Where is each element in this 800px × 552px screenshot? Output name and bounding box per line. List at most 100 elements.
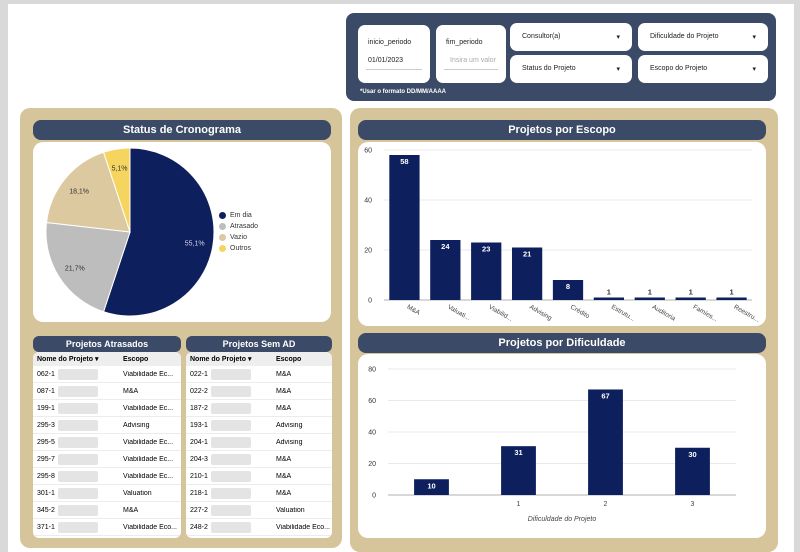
escopo-cell: Viabilidade Ec... [123, 472, 174, 480]
legend-dot-icon [219, 245, 226, 252]
escopo-cell: M&A [276, 387, 292, 395]
pie-slice-atrasado[interactable] [45, 221, 131, 313]
pie-slice-em-dia[interactable] [102, 147, 215, 317]
table-row[interactable]: 371-1 Viabilidade Eco... [33, 519, 181, 536]
column-header-nome[interactable]: Nome do Projeto ▾ [190, 356, 252, 363]
bar[interactable] [593, 297, 625, 301]
redacted-block [210, 470, 251, 482]
bar[interactable] [716, 297, 747, 301]
project-id-cell: 187-2 [186, 402, 272, 414]
project-id-cell: 193-1 [186, 419, 272, 431]
escopo-cell: Advising [123, 421, 150, 429]
table-row[interactable]: 227-2 Valuation [186, 502, 332, 519]
table-row[interactable]: 204-3 M&A [186, 451, 332, 468]
bar[interactable] [471, 242, 502, 301]
table-row[interactable]: 345-2 M&A [33, 502, 181, 519]
x-tick-label: Advising [528, 304, 553, 323]
caret-down-icon: ▾ [616, 66, 620, 73]
column-header-nome[interactable]: Nome do Projeto ▾ [37, 356, 99, 363]
table-row[interactable]: 204-1 Advising [186, 434, 332, 451]
status-dropdown[interactable]: Status do Projeto ▾ [510, 55, 632, 83]
escopo-cell: M&A [276, 489, 292, 497]
redacted-block [210, 419, 251, 431]
redacted-block [57, 368, 98, 380]
bar-value-label: 31 [514, 448, 522, 457]
column-header-escopo[interactable]: Escopo [123, 355, 149, 363]
bar[interactable] [414, 479, 449, 495]
escopo-cell: M&A [276, 455, 292, 463]
status-pie-chart: 55,1% 21,7% 18,1% 5,1% [45, 147, 215, 317]
pie-slice-vazio[interactable] [45, 151, 131, 233]
project-id-cell: 204-1 [186, 436, 272, 448]
table-row[interactable]: 218-1 M&A [186, 485, 332, 502]
dificuldade-dropdown[interactable]: Dificuldade do Projeto ▾ [638, 23, 768, 51]
column-header-escopo[interactable]: Escopo [276, 355, 302, 363]
escopo-cell: Viabilidade Eco... [276, 523, 330, 531]
table-row[interactable]: 295-5 Viabilidade Ec... [33, 434, 181, 451]
redacted-block [210, 368, 251, 380]
table-row[interactable]: 295-7 Viabilidade Ec... [33, 451, 181, 468]
table-row[interactable]: 210-1 M&A [186, 468, 332, 485]
inicio-periodo-value[interactable]: 01/01/2023 [368, 57, 404, 64]
escopo-cell: M&A [276, 472, 292, 480]
table-row[interactable]: 199-1 Viabilidade Ec... [33, 400, 181, 417]
x-tick-label: 1 [517, 501, 521, 508]
dificuldade-bar-chart: 0 20 40 60 80 10 31 1 67 2 30 3 Dificuldade do Proje… [368, 367, 736, 523]
table-row[interactable]: 193-1 Advising [186, 417, 332, 434]
project-id-cell: 295-8 [33, 470, 119, 482]
project-id-cell: 248-2 [186, 521, 272, 533]
pie-slice-label: 18,1% [69, 189, 89, 196]
pie-card: 55,1% 21,7% 18,1% 5,1% Em dia Atrasado Vazio O… [33, 142, 331, 322]
y-tick-label: 20 [368, 461, 376, 468]
y-tick-label: 20 [364, 248, 372, 255]
y-tick-label: 40 [364, 198, 372, 205]
bar[interactable] [430, 240, 461, 300]
pie-slice-outros[interactable] [102, 147, 131, 233]
table-row[interactable]: 022-1 M&A [186, 366, 332, 383]
redacted-block [57, 521, 98, 533]
legend-item[interactable]: Em dia [219, 210, 258, 221]
bar[interactable] [588, 389, 623, 495]
escopo-cell: Viabilidade Ec... [123, 455, 174, 463]
x-tick-label: Famíes... [692, 304, 719, 324]
legend-item[interactable]: Vazio [219, 232, 258, 243]
table-row[interactable]: 295-3 Advising [33, 417, 181, 434]
dificuldade-label: Dificuldade do Projeto [650, 33, 719, 40]
legend-label: Outros [230, 245, 252, 252]
redacted-block [57, 385, 98, 397]
redacted-block [210, 521, 251, 533]
bar[interactable] [501, 446, 536, 495]
project-id-cell: 022-1 [186, 368, 272, 380]
fim-periodo-input[interactable]: Insira um valor [450, 57, 496, 64]
legend-item[interactable]: Outros [219, 243, 258, 254]
bar[interactable] [675, 297, 706, 301]
bar-value-label: 1 [729, 288, 733, 297]
atrasados-title: Projetos Atrasados [33, 336, 181, 352]
table-row[interactable]: 087-1 M&A [33, 383, 181, 400]
escopo-cell: Valuation [123, 489, 152, 497]
bar[interactable] [511, 247, 543, 301]
inicio-periodo-filter[interactable]: inicio_periodo 01/01/2023 [358, 25, 430, 83]
pie-legend: Em dia Atrasado Vazio Outros [219, 210, 258, 254]
legend-label: Em dia [230, 212, 252, 219]
table-row[interactable]: 022-2 M&A [186, 383, 332, 400]
consultor-dropdown[interactable]: Consultor(a) ▾ [510, 23, 632, 51]
escopo-cell: Viabilidade Ec... [123, 438, 174, 446]
bar[interactable] [634, 297, 665, 301]
bar[interactable] [552, 280, 584, 300]
legend-item[interactable]: Atrasado [219, 221, 258, 232]
table-row[interactable]: 248-2 Viabilidade Eco... [186, 519, 332, 536]
bar-value-label: 23 [482, 245, 490, 254]
table-header: Nome do Projeto ▾ Escopo [186, 352, 332, 366]
x-tick-label: Estrutu... [610, 304, 636, 323]
table-row[interactable]: 062-1 Viabilidade Ec... [33, 366, 181, 383]
escopo-cell: Advising [276, 421, 303, 429]
table-row[interactable]: 187-2 M&A [186, 400, 332, 417]
bar-value-label: 24 [441, 242, 450, 251]
table-row[interactable]: 295-8 Viabilidade Ec... [33, 468, 181, 485]
bar[interactable] [675, 447, 710, 495]
table-row[interactable]: 301-1 Valuation [33, 485, 181, 502]
escopo-dropdown[interactable]: Escopo do Projeto ▾ [638, 55, 768, 83]
bar[interactable] [389, 155, 420, 300]
fim-periodo-filter[interactable]: fim_periodo Insira um valor [436, 25, 506, 83]
